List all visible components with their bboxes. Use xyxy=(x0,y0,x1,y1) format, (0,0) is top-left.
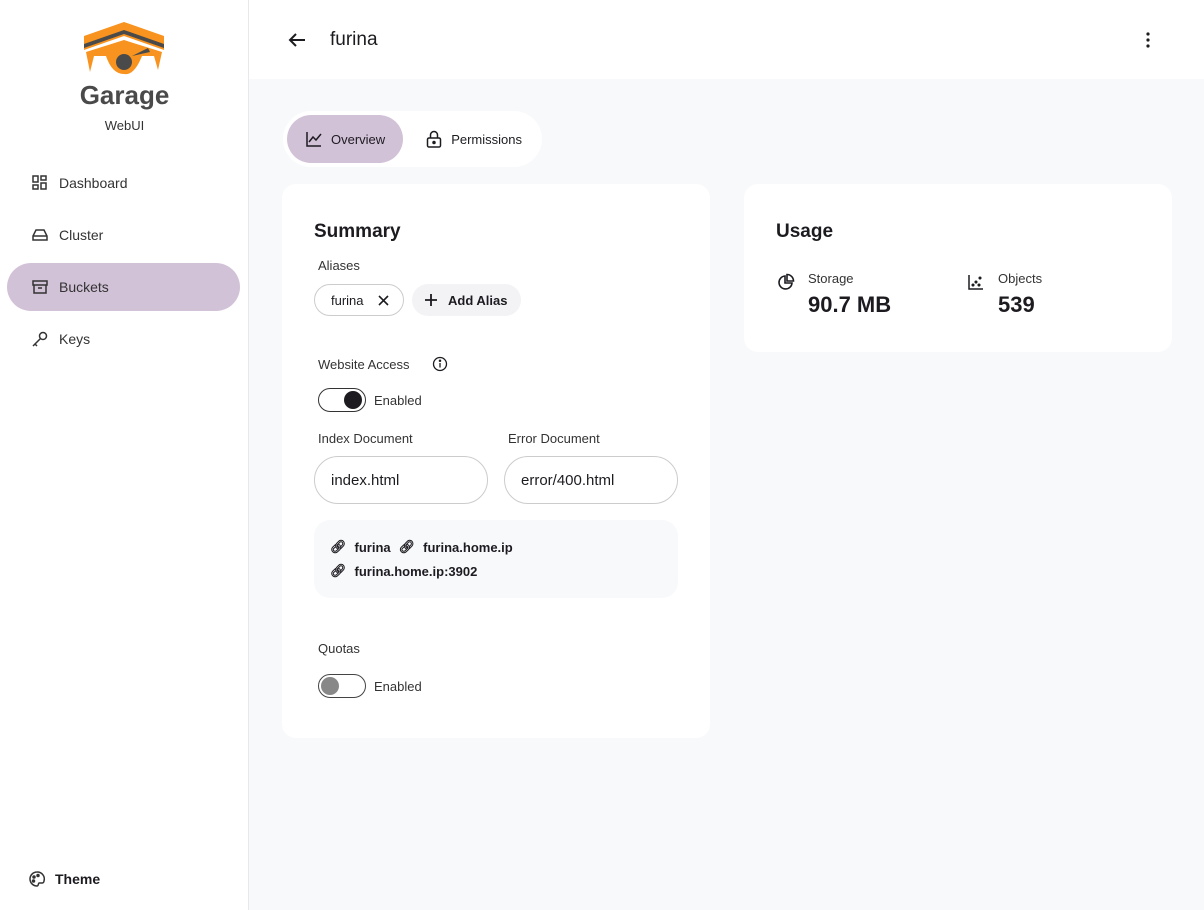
tab-bar: Overview Permissions xyxy=(283,111,542,167)
website-link[interactable]: 🔗︎ furina xyxy=(330,535,391,559)
index-document-input[interactable]: index.html xyxy=(314,456,488,504)
theme-button[interactable]: Theme xyxy=(28,870,100,888)
website-access-toggle[interactable] xyxy=(318,388,366,412)
pie-chart-icon xyxy=(778,273,795,290)
tab-label: Overview xyxy=(331,131,386,147)
theme-label: Theme xyxy=(55,871,101,887)
alias-chip: furina xyxy=(314,284,404,316)
error-document-input[interactable]: error/400.html xyxy=(504,456,678,504)
sidebar-item-label: Buckets xyxy=(59,279,109,295)
more-menu-icon[interactable] xyxy=(1145,31,1151,49)
chart-line-icon xyxy=(306,132,322,147)
tab-overview[interactable]: Overview xyxy=(287,115,404,163)
dashboard-icon xyxy=(32,175,47,190)
garage-logo xyxy=(84,22,164,75)
sidebar-item-buckets[interactable]: Buckets xyxy=(7,263,240,311)
add-alias-label: Add Alias xyxy=(448,292,508,308)
back-arrow-icon[interactable] xyxy=(287,30,307,50)
plus-icon xyxy=(425,294,437,306)
aliases-label: Aliases xyxy=(318,258,360,273)
summary-card: Summary Aliases furina Add Alias Website… xyxy=(282,184,710,738)
lock-icon xyxy=(426,130,442,148)
sidebar: Garage WebUI Dashboard Cluster Buckets K… xyxy=(0,0,249,910)
hard-drive-icon xyxy=(32,229,48,241)
usage-card: Usage Storage 90.7 MB Objects 539 xyxy=(744,184,1172,352)
sidebar-item-dashboard[interactable]: Dashboard xyxy=(7,159,240,207)
usage-title: Usage xyxy=(776,221,834,242)
archive-icon xyxy=(32,280,48,294)
link-text: furina xyxy=(354,539,391,555)
add-alias-button[interactable]: Add Alias xyxy=(412,284,522,316)
quotas-label: Quotas xyxy=(318,641,360,656)
website-link[interactable]: 🔗︎ furina.home.ip:3902 xyxy=(330,559,662,583)
link-icon: 🔗︎ xyxy=(330,563,347,578)
page-title: furina xyxy=(330,28,378,50)
sidebar-item-label: Keys xyxy=(59,331,91,347)
index-document-label: Index Document xyxy=(318,431,413,446)
quotas-toggle[interactable] xyxy=(318,674,366,698)
link-text: furina.home.ip xyxy=(423,539,513,555)
summary-title: Summary xyxy=(314,221,401,242)
palette-icon xyxy=(29,871,46,887)
link-text: furina.home.ip:3902 xyxy=(354,563,478,579)
sidebar-item-keys[interactable]: Keys xyxy=(7,315,240,363)
brand-subtitle: WebUI xyxy=(104,118,145,133)
tab-permissions[interactable]: Permissions xyxy=(407,115,540,163)
objects-value: 539 xyxy=(998,292,1035,317)
close-icon[interactable] xyxy=(377,294,389,306)
key-icon xyxy=(32,331,48,347)
info-icon[interactable] xyxy=(432,356,448,372)
scatter-chart-icon xyxy=(968,275,983,290)
sidebar-item-cluster[interactable]: Cluster xyxy=(7,211,240,259)
brand-name: Garage xyxy=(79,80,170,110)
storage-label: Storage xyxy=(808,271,854,286)
objects-label: Objects xyxy=(998,271,1043,286)
website-enabled-label: Enabled xyxy=(374,393,422,408)
website-access-label: Website Access xyxy=(318,357,410,372)
website-links: 🔗︎ furina 🔗︎ furina.home.ip 🔗︎ furina.home.… xyxy=(314,520,678,598)
link-icon: 🔗︎ xyxy=(330,539,347,554)
top-bar: furina xyxy=(249,0,1204,79)
quotas-enabled-label: Enabled xyxy=(374,679,422,694)
website-link[interactable]: 🔗︎ furina.home.ip xyxy=(399,535,513,559)
error-document-label: Error Document xyxy=(508,431,600,446)
link-icon: 🔗︎ xyxy=(398,539,416,554)
sidebar-item-label: Cluster xyxy=(59,227,104,243)
sidebar-item-label: Dashboard xyxy=(59,175,128,191)
tab-label: Permissions xyxy=(451,131,522,147)
alias-name: furina xyxy=(331,292,364,308)
storage-value: 90.7 MB xyxy=(808,292,892,317)
